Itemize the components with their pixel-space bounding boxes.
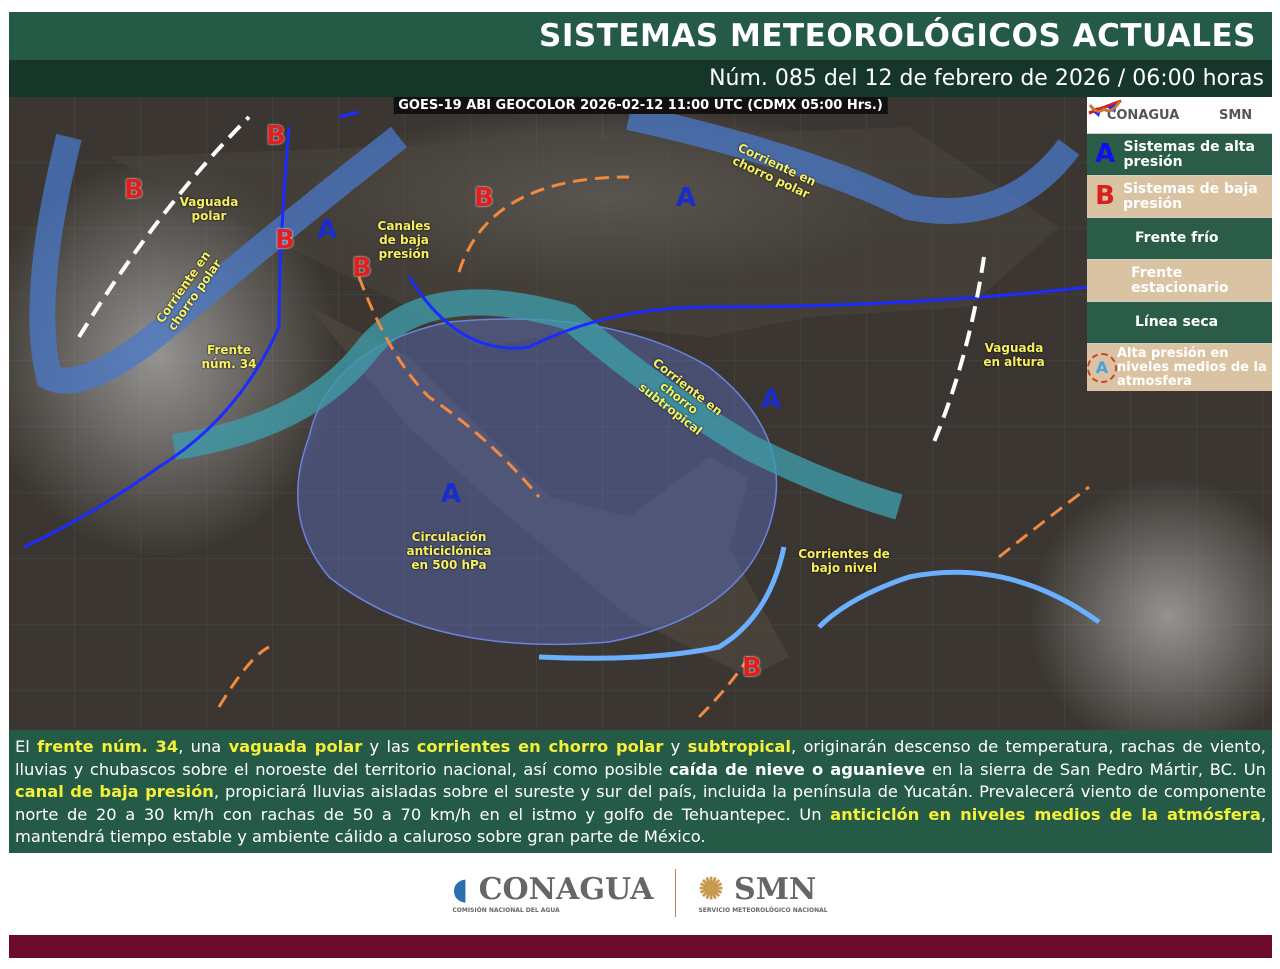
mid-level-high-icon: A <box>1087 352 1117 383</box>
high-pressure-marker: A <box>317 215 338 245</box>
weather-map: GOES-19 ABI GEOCOLOR 2026-02-12 11:00 UT… <box>9 97 1272 730</box>
low-pressure-marker: B <box>474 183 494 213</box>
subtropical-jet <box>172 289 903 520</box>
low-pressure-marker: B <box>742 653 762 683</box>
polar-jet-west <box>29 126 407 394</box>
map-overlays <box>9 97 1272 730</box>
conagua-logo: ◖ CONAGUA COMISIÓN NACIONAL DEL AGUA <box>452 871 654 914</box>
low-pressure-marker: B <box>352 253 372 283</box>
bulletin-subtitle: Núm. 085 del 12 de febrero de 2026 / 06:… <box>9 60 1272 97</box>
label-frente-34: Frente núm. 34 <box>201 343 257 371</box>
label-vaguada-altura: Vaguada en altura <box>983 341 1045 369</box>
label-vaguada-polar: Vaguada polar <box>179 195 239 223</box>
cold-front-gulf <box>338 110 1090 350</box>
high-pressure-marker: A <box>761 385 782 415</box>
satellite-label: GOES-19 ABI GEOCOLOR 2026-02-12 11:00 UT… <box>393 97 888 114</box>
logo-divider <box>675 868 677 917</box>
legend-item-cold-front: Frente frío <box>1087 99 1272 259</box>
footer-bar <box>9 935 1272 958</box>
bulletin-text: El frente núm. 34, una vaguada polar y l… <box>9 730 1272 853</box>
high-pressure-marker: A <box>441 479 462 509</box>
polar-trough <box>77 115 251 339</box>
legend-logos: CONAGUA SMN <box>1087 97 1272 133</box>
page-title: SISTEMAS METEOROLÓGICOS ACTUALES <box>9 12 1272 60</box>
legend-item-low: B Sistemas de baja presión <box>1087 175 1272 217</box>
clouds-caribbean <box>1029 477 1272 730</box>
high-pressure-marker: A <box>676 183 697 213</box>
land-mexico <box>309 307 789 677</box>
label-anticyclone: Circulación anticiclónica en 500 hPa <box>406 530 492 572</box>
low-pressure-icon: B <box>1095 181 1115 211</box>
front-34 <box>23 126 291 549</box>
legend-item-stationary-front: Frente estacionario <box>1087 99 1272 301</box>
conagua-logo: CONAGUA <box>1106 107 1180 123</box>
low-pressure-marker: B <box>124 175 144 205</box>
label-canales-baja: Canales de baja presión <box>377 219 431 261</box>
smn-logo: ✺ SMN SERVICIO METEOROLÓGICO NACIONAL <box>698 871 828 914</box>
footer-logos: ◖ CONAGUA COMISIÓN NACIONAL DEL AGUA ✺ SM… <box>0 860 1280 925</box>
dry-line <box>217 175 1090 719</box>
smn-logo: SMN <box>1218 107 1253 123</box>
legend-item-mid-level-high: A Alta presión en niveles medios de la at… <box>1087 343 1272 391</box>
polar-jet-east <box>626 104 1080 224</box>
high-pressure-icon: A <box>1095 139 1116 169</box>
anticyclone <box>297 318 778 646</box>
label-low-level-currents: Corrientes de bajo nivel <box>798 547 890 575</box>
low-pressure-marker: B <box>275 225 295 255</box>
low-pressure-marker: B <box>266 121 286 151</box>
map-legend: CONAGUA SMN A Sistemas de alta presión B Si… <box>1087 97 1272 391</box>
legend-item-high: A Sistemas de alta presión <box>1087 133 1272 175</box>
low-level-currents <box>538 546 1101 661</box>
legend-item-dry-line: Línea seca <box>1087 100 1272 343</box>
